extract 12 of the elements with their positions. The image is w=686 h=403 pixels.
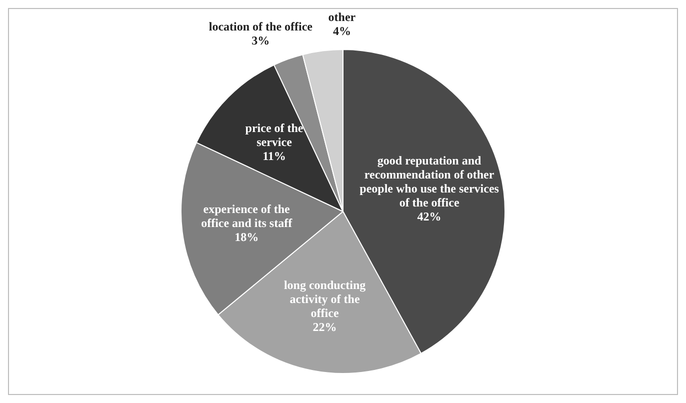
slice-label: other	[328, 10, 356, 24]
slice-label: good reputation and recommendation of other people who use the services of the office	[360, 153, 500, 210]
slice-label: price of the service	[245, 120, 304, 149]
data-label: 4%	[332, 24, 351, 38]
data-label: 22%	[312, 320, 337, 334]
data-label: 11%	[262, 148, 286, 163]
slice-label: long conducting activity of the office	[284, 278, 366, 320]
slice-label: location of the office	[208, 19, 314, 34]
slice-label: experience of the office and its staff	[201, 202, 294, 230]
data-label: 42%	[417, 209, 442, 224]
data-label: 18%	[234, 230, 259, 244]
data-label: 3%	[252, 33, 270, 48]
